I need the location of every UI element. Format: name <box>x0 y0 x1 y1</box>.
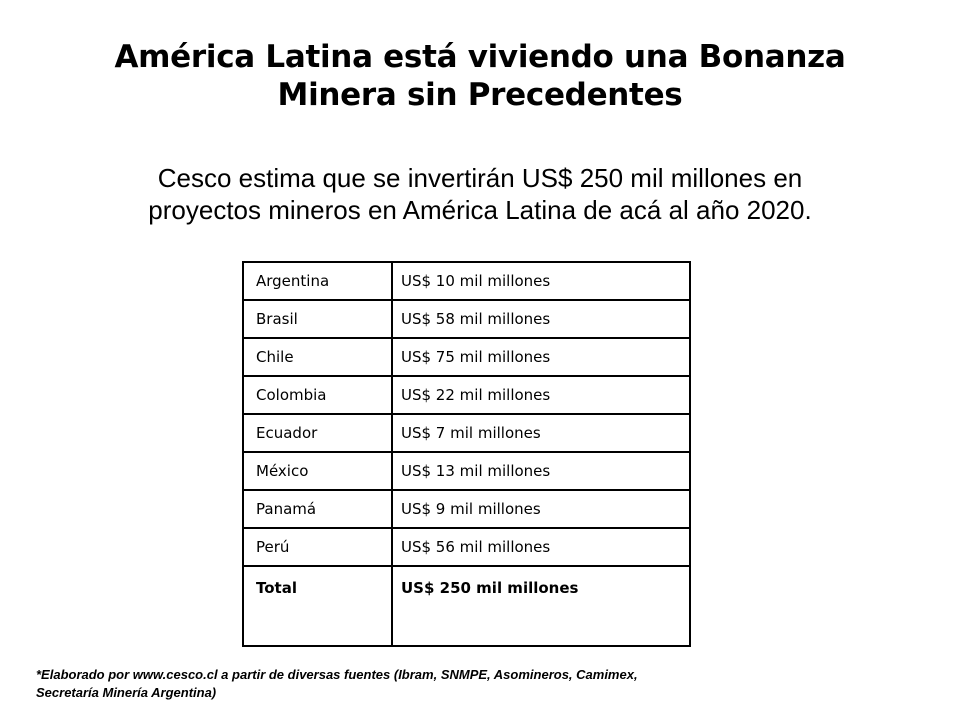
table-row: Argentina US$ 10 mil millones <box>242 261 691 301</box>
slide-subtitle: Cesco estima que se invertirán US$ 250 m… <box>50 162 910 226</box>
investment-table: Argentina US$ 10 mil millones Brasil US$… <box>242 261 691 647</box>
amount-cell: US$ 7 mil millones <box>391 413 691 453</box>
country-cell: Perú <box>242 527 393 567</box>
country-cell: México <box>242 451 393 491</box>
table-row: Ecuador US$ 7 mil millones <box>242 413 691 453</box>
amount-cell: US$ 9 mil millones <box>391 489 691 529</box>
amount-cell: US$ 22 mil millones <box>391 375 691 415</box>
country-cell: Argentina <box>242 261 393 301</box>
table-row: Chile US$ 75 mil millones <box>242 337 691 377</box>
source-footnote-line-1: *Elaborado por www.cesco.cl a partir de … <box>36 667 638 682</box>
source-footnote: *Elaborado por www.cesco.cl a partir de … <box>36 666 916 702</box>
country-cell: Ecuador <box>242 413 393 453</box>
amount-cell: US$ 56 mil millones <box>391 527 691 567</box>
slide-title: América Latina está viviendo una Bonanza… <box>40 38 920 114</box>
total-label-cell: Total <box>242 565 393 647</box>
table-row: México US$ 13 mil millones <box>242 451 691 491</box>
amount-cell: US$ 13 mil millones <box>391 451 691 491</box>
amount-cell: US$ 10 mil millones <box>391 261 691 301</box>
country-cell: Panamá <box>242 489 393 529</box>
table-total-row: Total US$ 250 mil millones <box>242 565 691 647</box>
slide-title-line-1: América Latina está viviendo una Bonanza <box>114 39 846 75</box>
country-cell: Brasil <box>242 299 393 339</box>
slide-subtitle-line-2: proyectos mineros en América Latina de a… <box>148 195 812 225</box>
source-footnote-line-2: Secretaría Minería Argentina) <box>36 685 217 700</box>
amount-cell: US$ 58 mil millones <box>391 299 691 339</box>
country-cell: Chile <box>242 337 393 377</box>
table-row: Perú US$ 56 mil millones <box>242 527 691 567</box>
amount-cell: US$ 75 mil millones <box>391 337 691 377</box>
table-row: Brasil US$ 58 mil millones <box>242 299 691 339</box>
total-amount-cell: US$ 250 mil millones <box>391 565 691 647</box>
table-row: Panamá US$ 9 mil millones <box>242 489 691 529</box>
slide-subtitle-line-1: Cesco estima que se invertirán US$ 250 m… <box>157 163 803 193</box>
table-row: Colombia US$ 22 mil millones <box>242 375 691 415</box>
country-cell: Colombia <box>242 375 393 415</box>
slide-title-line-2: Minera sin Precedentes <box>277 77 683 113</box>
